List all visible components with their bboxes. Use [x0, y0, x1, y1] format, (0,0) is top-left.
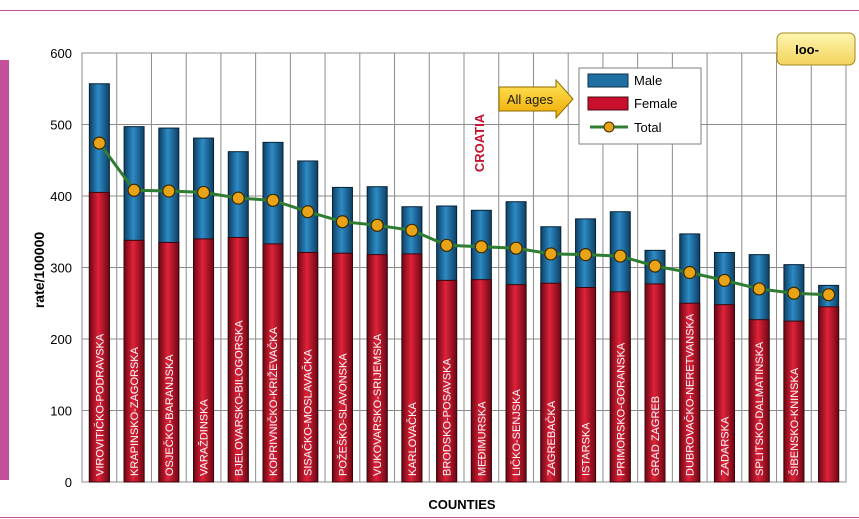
legend-swatch-male — [587, 73, 629, 88]
corner-note: Ioo- — [776, 32, 856, 66]
total-point — [127, 183, 141, 197]
female-bar — [297, 251, 319, 483]
female-bar — [158, 241, 180, 483]
y-tick-label: 200 — [50, 332, 72, 347]
female-bar — [123, 239, 145, 483]
legend-label-total: Total — [634, 120, 662, 135]
legend: Male Female Total — [578, 67, 702, 145]
total-point — [335, 215, 350, 229]
total-point — [266, 193, 280, 207]
female-bar — [679, 302, 701, 483]
female-bar — [193, 238, 215, 483]
left-accent-bar — [0, 60, 9, 480]
y-tick-label: 100 — [50, 404, 72, 419]
female-bar — [331, 252, 353, 483]
category-label: LIČKO-SENJSKA — [510, 389, 523, 476]
category-label: ZADARSKA — [719, 416, 731, 476]
total-point — [822, 288, 836, 302]
category-label: VUKOVARSKO-SRIJEMSKA — [372, 333, 384, 476]
category-label: BRODSKO-POSAVSKA — [442, 358, 454, 476]
female-bar — [644, 283, 666, 483]
total-point — [405, 223, 419, 237]
total-point — [509, 241, 523, 255]
y-axis-label: rate/100000 — [31, 232, 47, 309]
chart-title: CROATIA — [472, 113, 487, 172]
female-bar — [88, 191, 110, 483]
female-bar — [609, 291, 631, 483]
y-tick-label: 300 — [50, 261, 72, 276]
total-point — [648, 259, 662, 273]
category-label: SPLITSKO-DALMATINSKA — [754, 341, 766, 476]
female-bar — [748, 319, 770, 483]
total-point — [474, 240, 488, 254]
female-bar — [366, 254, 388, 483]
category-label: ZAGREBAČKA — [545, 400, 558, 476]
y-tick-label: 0 — [65, 475, 72, 490]
female-bar — [436, 279, 458, 483]
total-point — [787, 286, 801, 300]
total-point — [752, 282, 766, 296]
category-label: KOPRIVNIČKO-KRIŽEVAČKA — [267, 326, 280, 476]
legend-label-female: Female — [634, 96, 677, 111]
category-label: ISTARSKA — [581, 422, 593, 476]
total-line-layer — [92, 136, 836, 302]
category-label: POŽEŠKO-SLAVONSKA — [336, 353, 349, 476]
all-ages-arrow: All ages — [498, 78, 574, 120]
all-ages-label: All ages — [507, 92, 554, 107]
category-label: VIROVITIČKO-PODRAVSKA — [93, 333, 106, 476]
total-point — [544, 247, 558, 261]
category-label: SISAČKO-MOSLAVAČKA — [302, 349, 315, 476]
female-bar — [505, 284, 527, 483]
total-point — [578, 248, 593, 262]
female-bar — [540, 282, 562, 483]
category-label: PRIMORSKO-GORANSKA — [615, 342, 627, 476]
corner-note-label: Ioo- — [795, 42, 819, 57]
category-label: KRAPINSKO-ZAGORSKA — [129, 346, 141, 476]
category-label: DUBROVAČKO-NERETVANSKA — [684, 313, 697, 476]
total-point — [683, 265, 697, 280]
total-point — [92, 136, 106, 150]
x-axis-label: COUNTIES — [428, 497, 496, 512]
total-line — [98, 142, 829, 297]
category-label: VARAŽDINSKA — [198, 399, 211, 476]
bars-layer: VIROVITIČKO-PODRAVSKA KRAPINSKO-ZAGORSKA O… — [88, 83, 840, 483]
female-bar — [783, 320, 805, 483]
category-label: BJELOVARSKO-BILOGORSKA — [233, 320, 245, 476]
legend-swatch-total-marker — [603, 121, 615, 133]
category-label: KARLOVAČKA — [406, 402, 419, 476]
female-bar — [575, 287, 597, 483]
total-point — [162, 184, 176, 198]
total-point — [717, 273, 732, 287]
female-bar — [713, 304, 735, 483]
y-tick-label: 400 — [50, 189, 72, 204]
total-point — [370, 218, 384, 232]
y-tick-label: 600 — [50, 46, 72, 61]
female-bar — [227, 236, 249, 483]
category-label: OSJEČKO-BARANJSKA — [163, 354, 176, 476]
total-point — [301, 205, 315, 219]
total-point — [196, 185, 211, 200]
total-point — [613, 249, 627, 263]
category-label: ŠIBENSKO-KNINSKA — [788, 367, 801, 476]
legend-label-male: Male — [634, 73, 662, 88]
total-point — [440, 238, 454, 252]
category-label: MEĐIMURSKA — [476, 401, 488, 476]
category-label: GRAD ZAGREB — [650, 396, 662, 476]
female-bar — [401, 253, 423, 483]
total-point — [231, 191, 245, 205]
y-tick-label: 500 — [50, 118, 72, 133]
female-bar — [818, 306, 840, 483]
female-bar — [470, 279, 492, 483]
legend-swatch-female — [587, 96, 629, 111]
female-bar — [262, 243, 284, 483]
